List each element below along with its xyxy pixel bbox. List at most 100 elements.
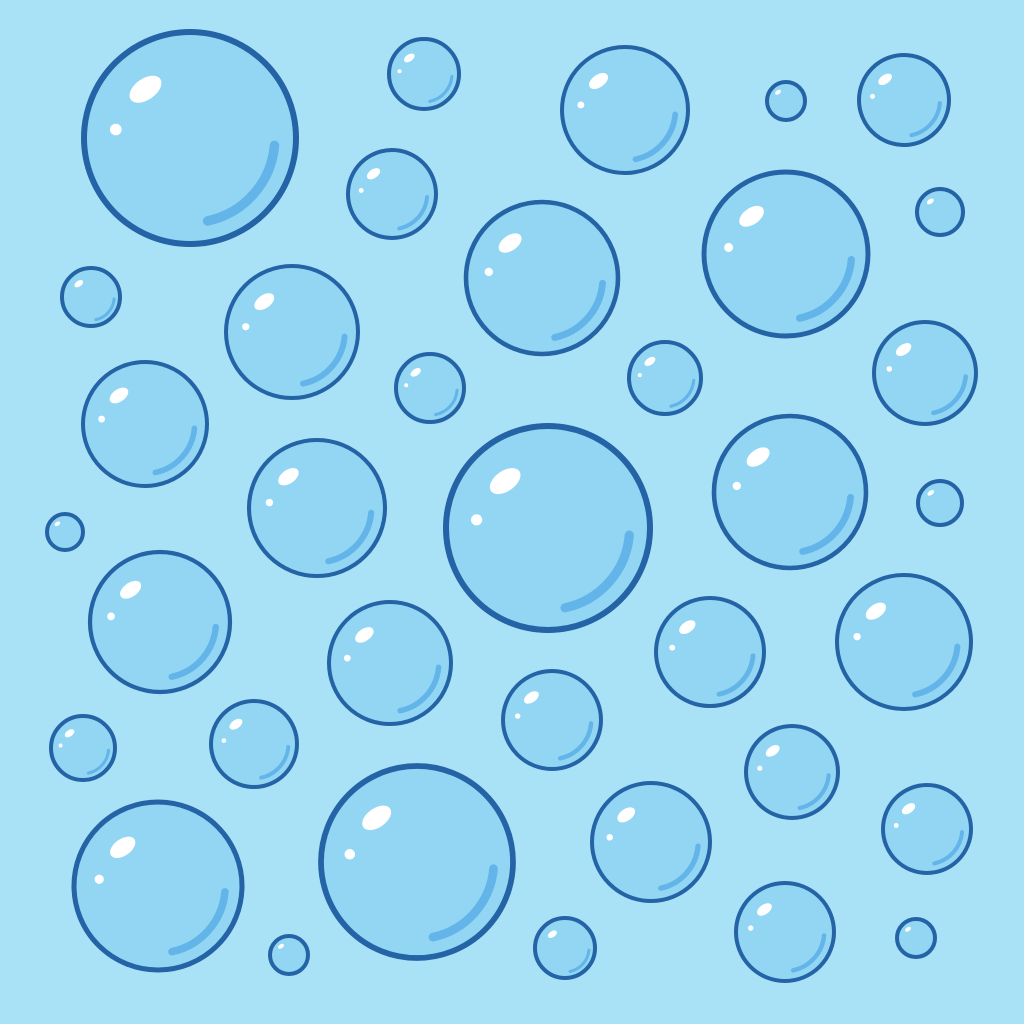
bubble-highlight-dot [886,366,893,372]
bubble-highlight [865,602,886,620]
bubble-highlight [878,73,892,86]
bubble-shine [912,643,961,698]
bubble [590,781,712,903]
bubble-highlight [524,691,539,704]
bubble-body [318,763,516,961]
bubble [857,53,951,147]
bubble-body [209,699,299,789]
bubble-highlight-dot [58,743,63,748]
bubble [81,29,299,247]
bubble-body [224,264,360,400]
bubble [463,199,621,357]
bubble-body [71,799,245,973]
bubble-highlight-dot [484,267,493,277]
bubble-highlight [547,930,557,939]
bubble-highlight [109,387,129,404]
bubble [533,916,597,980]
bubble [246,437,388,579]
bubble-highlight [404,53,415,63]
bubble-highlight-dot [515,713,521,719]
bubble-highlight-dot [637,373,642,378]
bubble-highlight [895,343,912,357]
bubble [87,549,233,695]
bubble-highlight [927,490,935,496]
bubble-highlight [589,72,609,90]
bubble-shine [909,101,942,138]
bubble-body [81,29,299,247]
bubble [734,881,836,983]
bubble-highlight [775,89,781,95]
bubble-shine [557,721,594,761]
bubble-highlight [110,836,136,859]
bubble-group [45,29,978,983]
bubble-highlight-dot [748,925,754,931]
bubble [346,148,438,240]
bubble-body [872,320,978,426]
bubble-body [734,881,836,983]
bubble [224,264,360,400]
bubble-shine [325,509,375,565]
bubble-highlight [278,468,299,486]
bubble [268,934,310,976]
bubble-body [268,934,310,976]
bubble-highlight [54,521,61,527]
bubble-highlight [278,943,284,949]
bubble-highlight [498,233,522,253]
bubble-highlight-dot [470,514,483,526]
bubble-shine [300,333,348,387]
bubble-body [834,572,974,712]
bubble-body [915,187,965,237]
bubble-highlight-dot [732,481,741,491]
bubble-body [87,549,233,695]
bubble-shine [568,948,591,973]
bubble-body [346,148,438,240]
bubble-shine [428,74,454,103]
bubble-highlight-dot [265,498,274,507]
bubble-highlight-dot [358,188,364,193]
bubble-highlight [366,168,381,180]
bubble-highlight-dot [343,654,351,662]
bubble-highlight [739,205,764,227]
bubble-body [857,53,951,147]
bubble-body [501,669,603,771]
bubble [654,596,766,708]
bubble [81,360,209,488]
bubble-body [881,783,973,875]
bubble-body [711,413,869,571]
bubble-highlight [410,368,421,377]
bubble-body [45,512,85,552]
bubble-shine [795,256,856,322]
bubble-body [387,37,461,111]
bubble-shine [202,140,280,226]
bubble-body [81,360,209,488]
bubble [71,799,245,973]
bubble [701,169,871,339]
bubble-body [246,437,388,579]
bubble-highlight [901,803,916,815]
bubble [387,37,461,111]
bubble-highlight-dot [606,834,613,841]
bubble-highlight-dot [109,123,122,136]
bubble-highlight [120,580,142,599]
bubble-shine [551,279,606,341]
bubble-highlight-dot [242,323,250,331]
bubble-highlight [355,627,374,643]
bubble-shine [259,745,291,780]
bubble [560,45,690,175]
bubble-highlight [64,729,75,738]
bubble [872,320,978,426]
bubble-body [394,352,466,424]
bubble-body [443,423,653,633]
bubble-body [49,714,117,782]
bubble [881,783,973,875]
bubble-highlight-dot [94,874,104,884]
bubble-highlight-dot [404,383,409,388]
bubble-highlight [362,805,392,831]
bubble-highlight [254,293,275,311]
bubble-body [560,45,690,175]
bubble-highlight-dot [669,644,676,651]
bubble-highlight [129,75,162,103]
bubble-highlight [644,356,656,367]
bubble-highlight [74,279,84,288]
bubble [711,413,869,571]
